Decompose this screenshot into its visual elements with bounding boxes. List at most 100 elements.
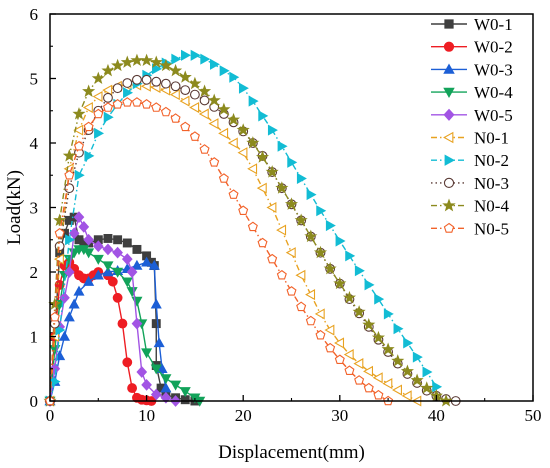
data-point-n0-5 [112, 99, 123, 109]
legend-item-n0-2: N0-2 [431, 151, 509, 170]
data-point-n0-4 [342, 290, 356, 304]
y-tick-label: 0 [30, 392, 39, 411]
data-point-w0-4 [112, 267, 124, 278]
data-point-n0-5 [257, 237, 268, 248]
data-point-n0-4 [265, 165, 279, 178]
data-point-w0-5 [68, 227, 80, 240]
x-tick-label: 10 [138, 406, 155, 425]
data-point-w0-5 [78, 220, 90, 233]
data-point-w0-4 [83, 248, 95, 259]
data-point-w0-5 [131, 317, 143, 330]
axis-ticks: 0 10 20 30 40 50 0 1 2 3 4 5 6 [30, 5, 542, 425]
data-point-n0-1 [276, 224, 287, 236]
data-point-w0-4 [126, 287, 138, 298]
data-point-n0-4 [400, 364, 414, 377]
data-point-w0-5 [150, 388, 162, 401]
data-point-n0-5 [373, 389, 384, 400]
data-point-n0-2 [316, 205, 327, 217]
data-point-w0-4 [150, 364, 162, 375]
data-point-n0-1 [82, 101, 93, 114]
data-point-w0-1 [122, 238, 132, 248]
data-point-n0-2 [84, 150, 95, 162]
data-point-n0-4 [313, 245, 328, 259]
data-point-n0-5 [247, 221, 258, 232]
data-point-n0-5 [131, 97, 142, 107]
data-point-n0-2 [190, 49, 201, 61]
data-point-w0-3 [156, 363, 168, 373]
data-point-n0-4 [149, 55, 163, 68]
data-point-w0-3 [160, 382, 172, 393]
data-point-n0-1 [256, 182, 267, 194]
data-point-n0-1 [401, 390, 412, 402]
data-point-n0-5 [49, 311, 60, 322]
legend-marker-w0-4 [443, 87, 455, 99]
data-point-n0-4 [91, 71, 105, 85]
data-point-n0-4 [62, 149, 76, 162]
data-point-n0-5 [141, 99, 152, 109]
data-point-w0-4 [131, 296, 143, 307]
data-point-w0-3 [141, 256, 153, 267]
data-point-n0-4 [101, 63, 115, 77]
data-point-n0-5 [228, 189, 239, 199]
data-point-w0-4 [102, 261, 114, 272]
data-point-n0-4 [304, 229, 318, 243]
data-point-n0-4 [178, 70, 192, 83]
data-point-n0-4 [255, 150, 270, 163]
legend-label-n0-1: N0-1 [474, 129, 509, 148]
data-point-n0-4 [352, 305, 366, 318]
data-point-n0-2 [296, 172, 307, 185]
legend-item-n0-3: N0-3 [431, 174, 509, 193]
series-w0-3 [44, 256, 172, 406]
data-point-n0-5 [64, 169, 75, 180]
legend-marker-w0-1 [444, 19, 454, 29]
data-point-w0-5 [83, 233, 94, 246]
data-point-n0-4 [294, 213, 308, 226]
series-n0-2 [45, 49, 443, 407]
data-point-n0-3 [112, 83, 123, 94]
data-point-n0-2 [55, 324, 66, 336]
data-point-n0-1 [73, 124, 84, 136]
legend-marker-n0-1 [443, 131, 454, 144]
data-point-n0-1 [227, 137, 238, 149]
data-point-n0-3 [199, 95, 210, 106]
data-point-n0-2 [306, 189, 317, 201]
series-line-n0-2 [49, 54, 437, 402]
data-point-n0-5 [73, 140, 84, 151]
data-point-w0-5 [92, 240, 104, 253]
data-point-n0-2 [94, 127, 105, 139]
legend-item-n0-5: N0-5 [431, 219, 509, 238]
data-point-n0-2 [287, 156, 298, 168]
data-point-w0-5 [112, 246, 123, 259]
data-point-n0-3 [189, 89, 200, 100]
data-point-n0-5 [315, 329, 326, 340]
data-point-n0-4 [53, 213, 67, 226]
data-point-n0-2 [181, 49, 191, 61]
legend-item-w0-4: W0-4 [431, 83, 513, 102]
legend-item-n0-4: N0-4 [431, 197, 509, 216]
legend-item-w0-5: W0-5 [431, 106, 513, 125]
data-point-n0-1 [92, 91, 103, 103]
data-point-n0-1 [334, 337, 345, 349]
data-point-n0-2 [383, 308, 394, 320]
data-point-n0-5 [354, 375, 365, 385]
data-point-w0-5 [136, 366, 148, 378]
data-point-n0-3 [141, 74, 152, 85]
data-point-n0-2 [335, 235, 346, 247]
legend-label-n0-4: N0-4 [474, 197, 509, 216]
y-axis-title: Load(kN) [4, 170, 25, 245]
legend-marker-w0-2 [443, 41, 455, 52]
data-point-n0-4 [227, 112, 241, 126]
data-point-n0-2 [364, 279, 375, 291]
legend-marker-n0-4 [442, 198, 456, 212]
data-point-n0-3 [122, 78, 133, 88]
data-point-n0-1 [179, 95, 190, 107]
data-point-w0-2 [112, 292, 123, 303]
x-tick-label: 20 [235, 406, 252, 425]
data-point-n0-4 [420, 381, 434, 394]
data-point-n0-4 [284, 197, 299, 210]
data-point-n0-2 [238, 82, 249, 94]
data-point-n0-2 [171, 53, 182, 65]
data-point-n0-4 [410, 373, 424, 386]
data-point-n0-1 [305, 289, 316, 301]
data-point-w0-5 [59, 291, 70, 304]
